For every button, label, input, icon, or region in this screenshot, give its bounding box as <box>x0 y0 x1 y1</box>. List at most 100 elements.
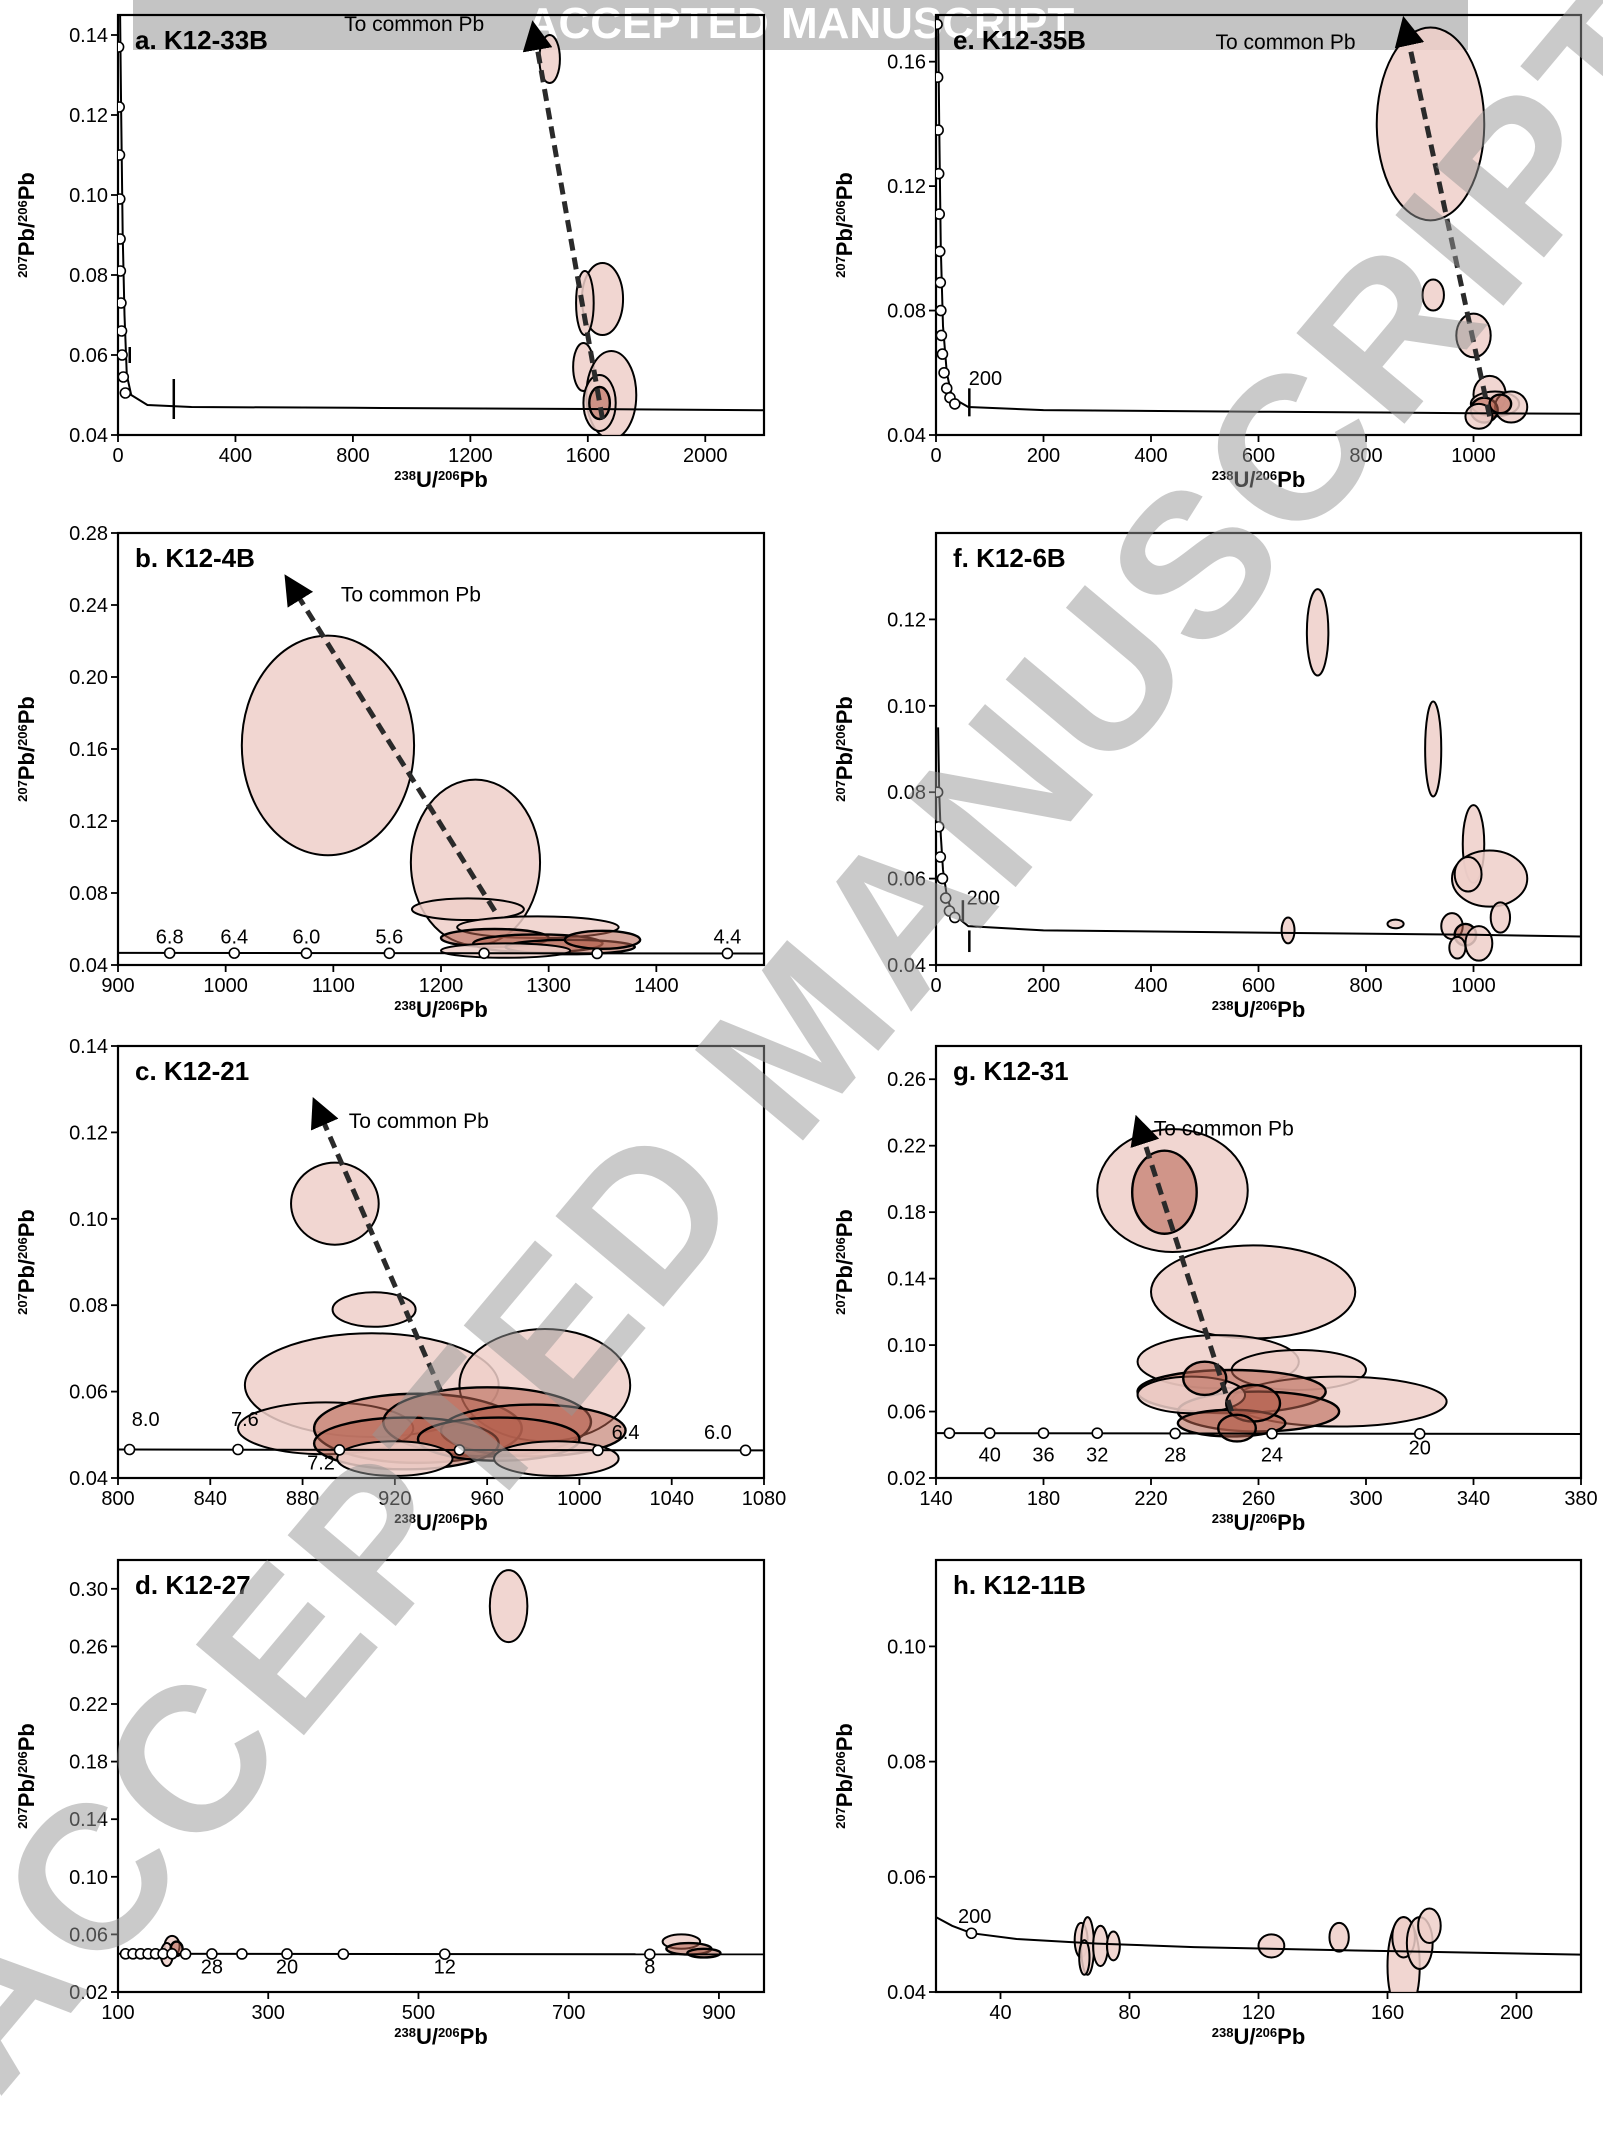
y-tick-label: 0.02 <box>69 1982 108 2004</box>
x-tick-label: 1200 <box>419 975 464 997</box>
concordia-age-marker <box>936 329 948 342</box>
age-marker-label: 5.6 <box>375 926 403 948</box>
data-ellipse <box>336 1440 454 1477</box>
common-pb-arrow <box>1130 1114 1235 1413</box>
concordia-age-marker <box>118 101 125 113</box>
x-tick-label: 40 <box>989 2002 1011 2024</box>
concordia-age-marker <box>936 872 949 885</box>
age-marker-label: 20 <box>276 1956 298 1978</box>
age-marker-label: 8.0 <box>132 1409 160 1431</box>
x-tick-label: 200 <box>1500 2002 1533 2024</box>
chart-panel-d: 100 300 500 700 900 0.02 0.06 0.10 0.14 0.18 0.22 0… <box>14 1558 766 2049</box>
chart-title: e. K12-35B <box>953 25 1086 55</box>
y-tick-label: 0.08 <box>887 782 926 804</box>
data-ellipse <box>331 1291 417 1328</box>
x-axis-label: 238U/206Pb <box>394 467 488 492</box>
x-tick-label: 600 <box>1242 445 1275 467</box>
concordia-age-marker <box>438 1948 451 1960</box>
concordia-age-marker <box>118 265 127 277</box>
y-tick-label: 0.04 <box>887 955 926 977</box>
concordia-age-marker <box>118 297 127 309</box>
x-tick-label: 200 <box>1027 445 1060 467</box>
concordia-age-marker <box>163 947 176 959</box>
concordia-age-marker <box>943 1427 956 1439</box>
y-tick-label: 0.10 <box>69 1209 108 1231</box>
data-ellipse <box>1386 918 1405 930</box>
chart-title: h. K12-11B <box>953 1570 1086 1600</box>
concordia-age-marker <box>1091 1427 1104 1439</box>
y-tick-label: 0.18 <box>69 1752 108 1774</box>
x-tick-label: 80 <box>1118 2002 1140 2024</box>
y-tick-label: 0.26 <box>887 1069 926 1091</box>
x-axis-label: 238U/206Pb <box>1212 997 1306 1022</box>
plot-frame <box>934 1558 1583 1994</box>
y-tick-label: 0.10 <box>887 1636 926 1658</box>
x-tick-label: 180 <box>1027 1488 1060 1510</box>
y-tick-label: 0.06 <box>69 1382 108 1404</box>
concordia-age-marker <box>936 18 943 31</box>
common-pb-label: To common Pb <box>349 1110 489 1133</box>
data-ellipse <box>1130 1149 1198 1235</box>
data-ellipse <box>240 634 416 857</box>
y-tick-label: 0.10 <box>887 1335 926 1357</box>
data-ellipse <box>1489 901 1512 934</box>
data-ellipse <box>1453 856 1483 893</box>
x-tick-label: 400 <box>1134 445 1167 467</box>
concordia-age-marker <box>939 892 952 904</box>
plot-frame <box>934 13 1583 437</box>
y-tick-label: 0.14 <box>69 1036 108 1058</box>
concordia-age-marker <box>232 1443 244 1456</box>
data-ellipse <box>563 929 642 950</box>
concordia-age-marker <box>983 1427 996 1439</box>
y-tick-label: 0.28 <box>69 523 108 545</box>
x-tick-label: 1000 <box>203 975 248 997</box>
y-axis-label: 207Pb/206Pb <box>832 1209 857 1315</box>
x-tick-label: 400 <box>1134 975 1167 997</box>
concordia-age-marker <box>592 1444 604 1457</box>
chart-panel-g: 140 180 220 260 300 340 380 0.02 0.06 0.10 0.14 0.1… <box>832 1044 1598 1535</box>
age-marker-label: 6.8 <box>156 926 184 948</box>
concordia-curve <box>118 951 764 955</box>
concordia-age-marker <box>936 276 947 289</box>
common-pb-label: To common Pb <box>344 13 484 36</box>
concordia-age-marker <box>644 1948 656 1961</box>
y-axis-label: 207Pb/206Pb <box>14 1209 39 1315</box>
y-tick-label: 0.12 <box>69 105 108 127</box>
concordia-age-marker <box>118 41 125 53</box>
concordia-age-marker <box>383 947 396 960</box>
x-tick-label: 2000 <box>683 445 728 467</box>
chart-title: b. K12-4B <box>135 543 255 573</box>
common-pb-arrow <box>522 20 605 420</box>
data-ellipse <box>1092 1924 1109 1968</box>
concordia-age-marker <box>118 193 126 205</box>
y-tick-label: 0.06 <box>69 1924 108 1946</box>
y-tick-label: 0.08 <box>69 1295 108 1317</box>
data-ellipse <box>1464 402 1494 430</box>
concordia-age-marker <box>118 149 126 161</box>
x-tick-label: 800 <box>1349 975 1382 997</box>
y-tick-label: 0.20 <box>69 667 108 689</box>
x-tick-label: 900 <box>702 2002 735 2024</box>
data-ellipse <box>1182 1360 1228 1397</box>
chart-title: c. K12-21 <box>135 1056 249 1086</box>
age-marker-label: 200 <box>967 888 1000 910</box>
plot-frame <box>116 1558 766 1994</box>
chart-title: d. K12-27 <box>135 1570 251 1600</box>
y-axis-label: 207Pb/206Pb <box>832 696 857 802</box>
concordia-age-marker <box>936 348 949 360</box>
x-tick-label: 1100 <box>312 975 355 997</box>
x-tick-label: 600 <box>1242 975 1275 997</box>
chart-title: f. K12-6B <box>953 543 1066 573</box>
age-marker-label: 8 <box>644 1956 655 1978</box>
x-axis-label: 238U/206Pb <box>1212 2024 1306 2049</box>
concordia-age-marker <box>179 1948 192 1960</box>
concordia-age-marker <box>118 233 126 245</box>
concordia-age-marker <box>118 349 128 361</box>
age-marker-label: 32 <box>1086 1444 1108 1466</box>
age-marker-label: 24 <box>1261 1444 1283 1466</box>
x-tick-label: 0 <box>930 445 941 467</box>
age-marker-label: 7.6 <box>231 1409 259 1431</box>
common-pb-arrow <box>1394 15 1493 417</box>
data-ellipse <box>440 942 572 959</box>
concordia-age-marker <box>123 1443 136 1456</box>
